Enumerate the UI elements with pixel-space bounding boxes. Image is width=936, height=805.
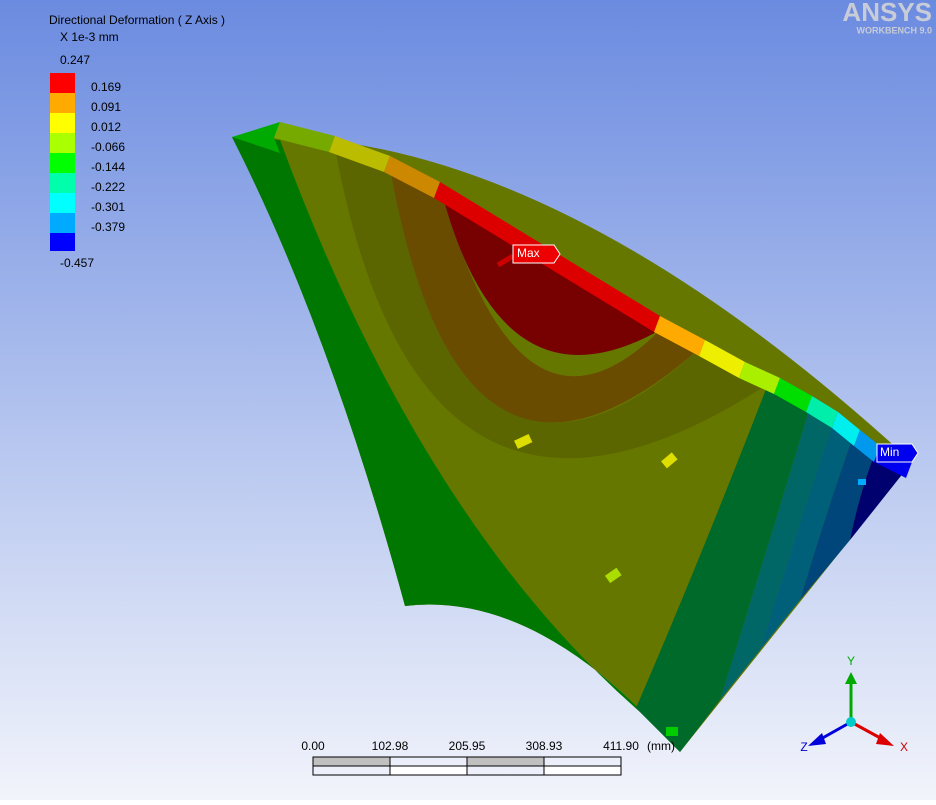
triad: Y Z X: [800, 654, 908, 754]
legend-unit: X 1e-3 mm: [60, 30, 119, 44]
edge-segment: [774, 378, 812, 412]
legend-level: -0.144: [91, 160, 125, 174]
scale-segment: [543, 765, 622, 776]
legend-level: 0.247: [60, 53, 90, 67]
support: [858, 479, 866, 485]
scale-label: 411.90: [603, 739, 639, 753]
x-arrow: [876, 733, 894, 746]
scale-segment: [389, 765, 468, 776]
scale-bar: 0.00 102.98 205.95 308.93 411.90 (mm): [301, 739, 675, 776]
edge-segment: [384, 156, 440, 198]
support: [604, 567, 622, 584]
z-axis: [818, 720, 852, 742]
scale-segment: [466, 756, 545, 767]
logo-version: WORKBENCH 9.0: [856, 25, 932, 35]
band: [636, 384, 812, 752]
z-arrow: [808, 733, 826, 746]
probe-label: Max: [517, 246, 540, 260]
edge-segment: [699, 340, 745, 378]
support: [661, 452, 678, 469]
legend-swatch: [50, 153, 75, 173]
edge-segment: [329, 136, 390, 172]
scale-label: 205.95: [449, 739, 486, 753]
legend-swatch: [50, 73, 75, 93]
axis-label: X: [900, 740, 908, 754]
scale-frame: [312, 756, 622, 776]
band: [335, 148, 768, 459]
legend-level: -0.066: [91, 140, 125, 154]
legend-swatch: [50, 113, 75, 133]
band: [232, 137, 680, 752]
axis-label: Y: [847, 654, 855, 668]
legend-swatch: [50, 233, 75, 251]
legend-level: -0.222: [91, 180, 125, 194]
scale-unit: (mm): [647, 739, 675, 753]
x-axis: [850, 720, 885, 742]
logo-name: ANSYS: [842, 0, 932, 27]
scale-label: 308.93: [526, 739, 563, 753]
probe-box: [876, 443, 919, 463]
legend-swatch: [50, 93, 75, 113]
edge-segment: [232, 122, 280, 153]
logo: ANSYS WORKBENCH 9.0: [842, 0, 932, 35]
band: [720, 400, 836, 700]
scale-label: 0.00: [301, 739, 325, 753]
legend-level: 0.091: [91, 100, 121, 114]
legend-swatch: [50, 193, 75, 213]
legend-level: 0.012: [91, 120, 121, 134]
axis-label: Z: [800, 740, 807, 754]
legend-level: -0.379: [91, 220, 125, 234]
legend-level: -0.301: [91, 200, 125, 214]
legend-level: 0.169: [91, 80, 121, 94]
probe-box: [512, 244, 561, 264]
band: [760, 414, 856, 650]
legend-swatch: [50, 133, 75, 153]
scale-label: 102.98: [372, 739, 409, 753]
min-probe: Min: [876, 443, 919, 463]
edge-segment: [806, 396, 838, 428]
edge-segment: [854, 430, 880, 462]
probe-pointer: [496, 253, 515, 268]
y-arrow: [845, 672, 857, 684]
legend-title: Directional Deformation ( Z Axis ): [49, 13, 225, 27]
band: [390, 168, 700, 423]
edge-segment: [739, 362, 780, 394]
scale-segment: [312, 756, 391, 767]
support: [514, 433, 533, 449]
legend-level: -0.457: [60, 256, 94, 270]
model: [232, 122, 912, 752]
legend-swatch: [50, 213, 75, 233]
edge-segment: [654, 316, 705, 356]
edge-segment: [274, 122, 335, 152]
origin: [846, 717, 856, 727]
edge-segment: [832, 412, 860, 446]
legend-swatch: [50, 173, 75, 193]
band: [800, 428, 878, 600]
probe-label: Min: [880, 445, 899, 459]
support: [666, 727, 678, 736]
legend: Directional Deformation ( Z Axis ) X 1e-…: [49, 13, 225, 270]
max-probe: Max: [496, 244, 561, 268]
